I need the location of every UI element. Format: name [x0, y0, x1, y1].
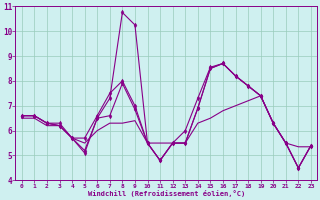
X-axis label: Windchill (Refroidissement éolien,°C): Windchill (Refroidissement éolien,°C) [88, 190, 245, 197]
